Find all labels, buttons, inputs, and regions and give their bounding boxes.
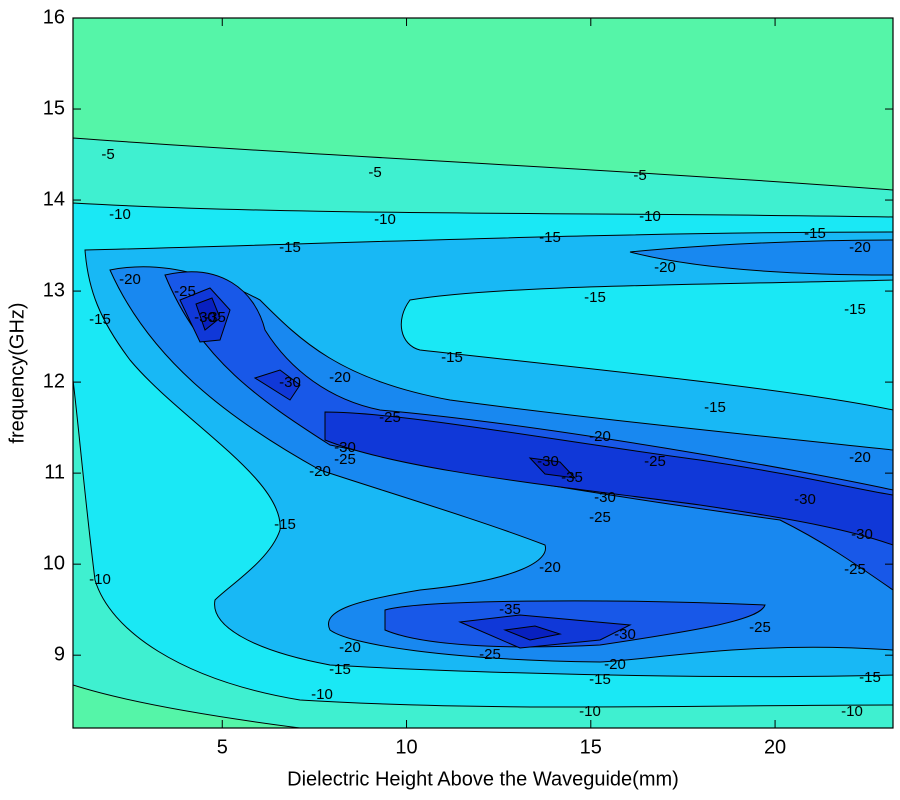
- contour-label: -20: [539, 559, 561, 576]
- contour-label: -20: [339, 639, 361, 656]
- contour-label: -15: [844, 301, 866, 318]
- contour-label: -10: [109, 206, 131, 223]
- contour-region: [195, 297, 221, 331]
- y-tick-label: 10: [43, 552, 65, 574]
- contour-label: -15: [539, 229, 561, 246]
- contour-label: -30: [794, 491, 816, 508]
- contour-label: -30: [334, 439, 356, 456]
- x-tick-label: 10: [395, 736, 417, 758]
- contour-label: -15: [89, 311, 111, 328]
- contour-label: -20: [654, 259, 676, 276]
- x-tick-label: 20: [764, 736, 786, 758]
- contour-region: [528, 457, 577, 479]
- contour-region: [253, 369, 301, 401]
- contour-label: -25: [334, 451, 356, 468]
- contour-label: -25: [379, 409, 401, 426]
- contour-label: -25: [844, 561, 866, 578]
- contour-label: -10: [579, 703, 601, 720]
- plot-frame: [72, 17, 894, 729]
- contour-label: -25: [479, 646, 501, 663]
- contour-label: -15: [441, 349, 463, 366]
- contour-label: -10: [841, 703, 863, 720]
- contour-region: [629, 239, 893, 276]
- y-tick-label: 11: [44, 461, 65, 483]
- contour-label: -20: [329, 369, 351, 386]
- contour-label: -20: [604, 656, 626, 673]
- contour-label: -10: [374, 211, 396, 228]
- contour-label: -5: [633, 167, 646, 184]
- contour-label: -30: [594, 489, 616, 506]
- contour-label: -25: [174, 283, 196, 300]
- contour-label: -15: [274, 516, 296, 533]
- contour-label: -15: [329, 661, 351, 678]
- contour-label: -35: [499, 601, 521, 618]
- x-tick-label: 5: [217, 736, 228, 758]
- y-tick-label: 15: [43, 97, 65, 119]
- contour-label: -30: [279, 374, 301, 391]
- contour-label: -25: [749, 619, 771, 636]
- y-tick-label: 9: [54, 643, 65, 665]
- contour-label: -20: [589, 428, 611, 445]
- contour-label: -5: [368, 164, 381, 181]
- contour-label: -20: [119, 271, 141, 288]
- contour-label: -30: [614, 626, 636, 643]
- contour-label: -10: [89, 571, 111, 588]
- contour-label: -30: [194, 309, 216, 326]
- contour-label: -5: [101, 146, 114, 163]
- contour-label: -15: [804, 225, 826, 242]
- contour-label: -15: [704, 399, 726, 416]
- contour-label: -15: [584, 289, 606, 306]
- y-tick-label: 12: [43, 370, 65, 392]
- contour-label: -25: [644, 453, 666, 470]
- y-tick-label: 14: [43, 188, 65, 210]
- contour-region: [503, 625, 562, 641]
- contour-label: -35: [561, 469, 583, 486]
- contour-label: -20: [849, 449, 871, 466]
- y-tick-label: 13: [43, 279, 65, 301]
- plot: -5-5 -5-10 -10 -10-10-10-10 -10-15-15-15-15-…: [73, 18, 893, 728]
- contour-label: -30: [537, 453, 559, 470]
- y-axis-label: frequency(GHz): [6, 302, 28, 443]
- x-tick-label: 15: [580, 736, 602, 758]
- contour-label: -15: [279, 239, 301, 256]
- contour-label: -30: [851, 526, 873, 543]
- contour-label: -20: [849, 239, 871, 256]
- contour-label: -20: [309, 463, 331, 480]
- contour-label: -25: [589, 509, 611, 526]
- contour-region: [324, 411, 893, 546]
- y-tick-label: 16: [43, 6, 65, 28]
- contour-label: -35: [204, 309, 226, 326]
- contour-label: -10: [639, 208, 661, 225]
- contour-label: -15: [589, 671, 611, 688]
- contour-label: -10: [311, 686, 333, 703]
- contour-label: -15: [859, 669, 881, 686]
- x-axis-label: Dielectric Height Above the Waveguide(mm…: [287, 768, 679, 790]
